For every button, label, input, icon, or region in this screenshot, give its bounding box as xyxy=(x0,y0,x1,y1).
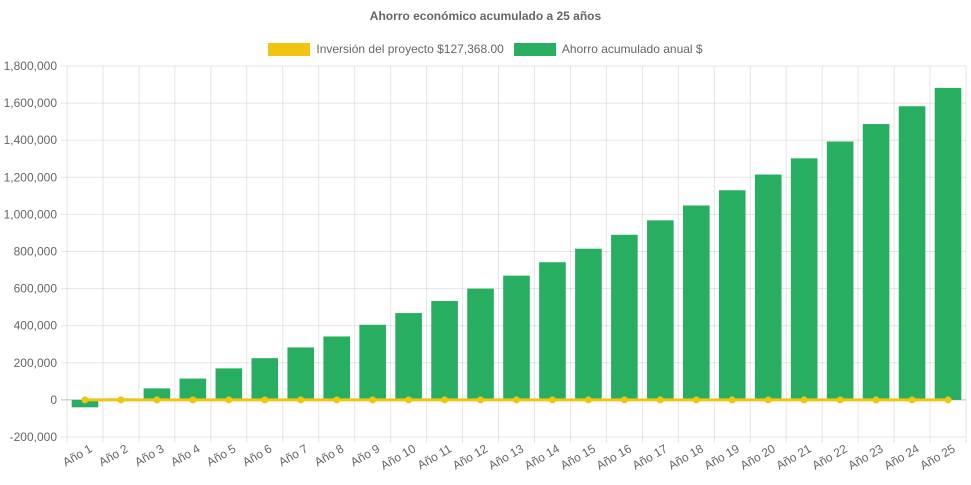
bar xyxy=(467,288,494,400)
y-tick-label: 1,800,000 xyxy=(4,59,58,73)
y-tick-label: 1,200,000 xyxy=(4,170,58,184)
y-tick-label: 200,000 xyxy=(14,356,58,370)
legend-item-savings[interactable]: Ahorro acumulado anual $ xyxy=(513,42,703,56)
investment-point xyxy=(225,396,233,404)
bar xyxy=(682,205,710,400)
investment-point xyxy=(441,396,449,404)
investment-point xyxy=(800,396,808,404)
bar xyxy=(754,174,782,400)
bar xyxy=(503,275,530,400)
x-tick-label: Año 9 xyxy=(348,441,382,469)
y-tick-label: 800,000 xyxy=(14,245,58,259)
x-tick-label: Año 11 xyxy=(415,441,454,472)
y-tick-label: 400,000 xyxy=(14,319,58,333)
investment-point xyxy=(944,396,952,404)
bar xyxy=(359,324,386,400)
bar xyxy=(323,336,351,400)
x-tick-label: Año 2 xyxy=(96,441,130,469)
y-tick-label: -200,000 xyxy=(10,430,58,444)
y-tick-label: 600,000 xyxy=(14,282,58,296)
bar xyxy=(647,220,674,400)
legend-label-investment: Inversión del proyecto $127,368.00 xyxy=(316,42,504,56)
investment-point xyxy=(872,396,880,404)
investment-point xyxy=(117,396,125,404)
bar xyxy=(539,262,566,400)
x-tick-label: Año 5 xyxy=(204,441,238,469)
bar xyxy=(179,378,207,400)
x-tick-label: Año 10 xyxy=(378,441,418,472)
investment-point xyxy=(261,396,269,404)
investment-point xyxy=(81,396,89,404)
x-tick-label: Año 22 xyxy=(810,441,850,472)
investment-point xyxy=(189,396,197,404)
investment-point xyxy=(297,396,305,404)
x-tick-label: Año 21 xyxy=(774,441,814,472)
investment-point xyxy=(369,396,377,404)
x-tick-label: Año 8 xyxy=(312,441,346,469)
bar xyxy=(934,87,962,400)
x-tick-label: Año 1 xyxy=(60,441,94,469)
chart-title: Ahorro económico acumulado a 25 años xyxy=(369,9,602,23)
investment-point xyxy=(764,396,772,404)
investment-point xyxy=(405,396,413,404)
bar xyxy=(71,399,99,408)
investment-point xyxy=(836,396,844,404)
x-tick-label: Año 20 xyxy=(738,441,778,472)
investment-point xyxy=(333,396,341,404)
bar xyxy=(143,388,171,400)
legend-swatch-investment xyxy=(268,42,311,56)
x-tick-label: Año 6 xyxy=(240,441,274,469)
bar xyxy=(718,190,746,400)
x-tick-label: Año 13 xyxy=(486,441,526,472)
x-tick-label: Año 25 xyxy=(918,441,958,472)
x-tick-label: Año 16 xyxy=(594,441,634,472)
x-tick-label: Año 17 xyxy=(630,441,670,472)
investment-point xyxy=(548,396,556,404)
x-tick-label: Año 12 xyxy=(450,441,490,472)
bar xyxy=(575,248,602,400)
legend-swatch-savings xyxy=(513,42,556,56)
bar xyxy=(215,368,243,400)
y-tick-label: 1,000,000 xyxy=(4,207,58,221)
legend-item-investment[interactable]: Inversión del proyecto $127,368.00 xyxy=(268,42,504,56)
legend-label-savings: Ahorro acumulado anual $ xyxy=(561,42,703,56)
bar xyxy=(862,124,890,400)
bar xyxy=(611,234,638,400)
bar xyxy=(826,141,854,400)
bar xyxy=(898,106,926,400)
investment-point xyxy=(728,396,736,404)
investment-point xyxy=(153,396,161,404)
x-tick-label: Año 19 xyxy=(702,441,742,472)
y-tick-label: 1,600,000 xyxy=(4,96,58,110)
bar xyxy=(287,347,315,400)
x-tick-label: Año 23 xyxy=(846,441,886,472)
investment-point xyxy=(513,396,520,404)
investment-point xyxy=(584,396,592,404)
investment-point xyxy=(656,396,664,404)
investment-point xyxy=(620,396,628,404)
y-tick-label: 1,400,000 xyxy=(4,133,58,147)
x-tick-label: Año 4 xyxy=(168,441,202,469)
x-tick-label: Año 18 xyxy=(666,441,706,472)
investment-point xyxy=(908,396,916,404)
x-tick-label: Año 14 xyxy=(522,441,562,472)
x-tick-label: Año 24 xyxy=(882,441,922,472)
x-tick-label: Año 7 xyxy=(276,441,310,469)
x-tick-label: Año 15 xyxy=(558,441,598,472)
investment-point xyxy=(692,396,700,404)
bar xyxy=(431,301,458,400)
bar xyxy=(790,158,818,400)
bar xyxy=(395,313,422,400)
bar xyxy=(251,358,279,400)
y-tick-label: 0 xyxy=(50,393,57,407)
x-tick-label: Año 3 xyxy=(132,441,166,469)
legend: Inversión del proyecto $127,368.00 Ahorr… xyxy=(0,42,971,56)
investment-point xyxy=(477,396,485,404)
